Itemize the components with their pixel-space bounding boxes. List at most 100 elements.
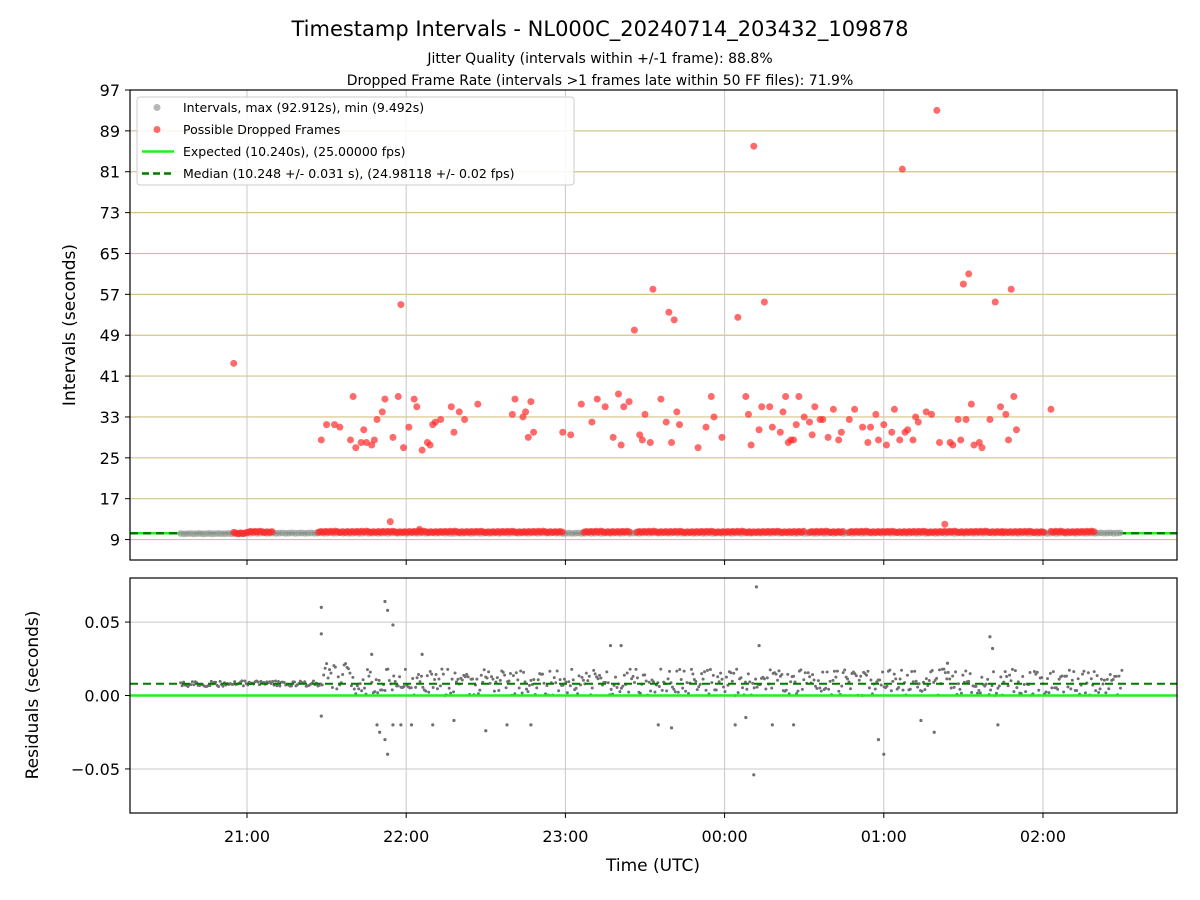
residual-point (806, 671, 810, 675)
residual-point (959, 691, 963, 695)
residual-point (1120, 668, 1124, 672)
residual-outlier-point (529, 723, 533, 727)
dropped-frame-point (230, 359, 238, 367)
residual-outlier-point (391, 723, 395, 727)
residual-point (800, 687, 804, 691)
residual-point (942, 667, 946, 671)
residual-point (765, 676, 769, 680)
dropped-frame-point (394, 393, 402, 401)
residual-point (568, 684, 572, 688)
top-panel-frame (129, 89, 1178, 561)
residual-point (894, 677, 898, 681)
dropped-frame-point (413, 403, 421, 411)
residual-point (1086, 671, 1090, 675)
residual-point (479, 673, 483, 677)
residual-point (745, 687, 749, 691)
residual-point (956, 682, 960, 686)
residual-point (357, 687, 361, 691)
residual-point (901, 688, 905, 692)
residual-point (716, 675, 720, 679)
dropped-frame-point (461, 416, 469, 424)
dropped-frame-point (859, 423, 867, 431)
dropped-frame-point (410, 395, 418, 403)
residual-point (857, 678, 861, 682)
residual-point (1037, 688, 1041, 692)
residual-point (520, 691, 524, 695)
dropped-frame-point (323, 421, 331, 429)
residual-point (818, 686, 822, 690)
residual-point (892, 672, 896, 676)
top-y-tick-label: 17 (100, 490, 120, 509)
residual-outlier-point (375, 723, 379, 727)
residual-point (593, 672, 597, 676)
residual-point (828, 679, 832, 683)
dropped-frame-point (805, 418, 813, 426)
residual-point (192, 683, 196, 687)
residual-point (415, 676, 419, 680)
residual-point (1118, 686, 1122, 690)
residual-point (577, 674, 581, 678)
residual-point (494, 680, 498, 684)
residual-point (497, 689, 501, 693)
residual-point (644, 679, 648, 683)
dropped-frame-point (808, 431, 816, 439)
dropped-frame-point (400, 444, 408, 452)
residual-point (660, 688, 664, 692)
residual-point (471, 677, 475, 681)
residual-point (1098, 687, 1102, 691)
dropped-frame-point (673, 408, 681, 416)
residual-point (708, 668, 712, 672)
residual-point (344, 662, 348, 666)
residual-point (430, 672, 434, 676)
residual-point (986, 677, 990, 681)
dropped-frame-point (760, 298, 768, 306)
residual-point (634, 667, 638, 671)
legend-marker-dropped (153, 126, 161, 133)
residual-point (475, 677, 479, 681)
residual-point (393, 680, 397, 684)
residual-point (682, 669, 686, 673)
residual-point (695, 688, 699, 692)
residual-point (755, 685, 759, 689)
residual-outlier-point (945, 661, 950, 665)
residual-point (523, 680, 527, 684)
residual-point (487, 670, 491, 674)
residual-point (189, 683, 193, 687)
residual-point (898, 677, 902, 681)
residual-point (433, 677, 437, 681)
dropped-frame-point (750, 142, 758, 150)
residual-point (374, 678, 378, 682)
residual-point (764, 687, 768, 691)
dropped-frame-point (431, 418, 439, 426)
residual-point (802, 678, 806, 682)
residual-point (552, 676, 556, 680)
dropped-frame-point (418, 446, 426, 454)
residual-point (437, 677, 441, 681)
residual-point (403, 667, 407, 671)
residual-point (1075, 689, 1079, 693)
residual-point (697, 685, 701, 689)
top-y-tick-label: 89 (100, 122, 120, 141)
residual-point (503, 673, 507, 677)
dropped-frame-point (405, 423, 413, 431)
residual-point (365, 668, 369, 672)
dropped-frame-point (702, 423, 710, 431)
residual-point (570, 667, 574, 671)
residual-point (618, 690, 622, 694)
residual-point (180, 684, 184, 688)
residual-point (961, 673, 965, 677)
residual-point (992, 670, 996, 674)
residual-point (878, 678, 882, 682)
dropped-frame-point (768, 423, 776, 431)
residual-point (681, 686, 685, 690)
residual-point (970, 690, 974, 694)
residual-point (825, 670, 829, 674)
residual-point (495, 676, 499, 680)
residual-point (402, 685, 406, 689)
residual-point (1108, 672, 1112, 676)
chart-title: Timestamp Intervals - NL000C_20240714_20… (290, 17, 908, 42)
residual-point (741, 686, 745, 690)
residual-outlier-point (876, 737, 881, 742)
residual-point (999, 675, 1003, 679)
